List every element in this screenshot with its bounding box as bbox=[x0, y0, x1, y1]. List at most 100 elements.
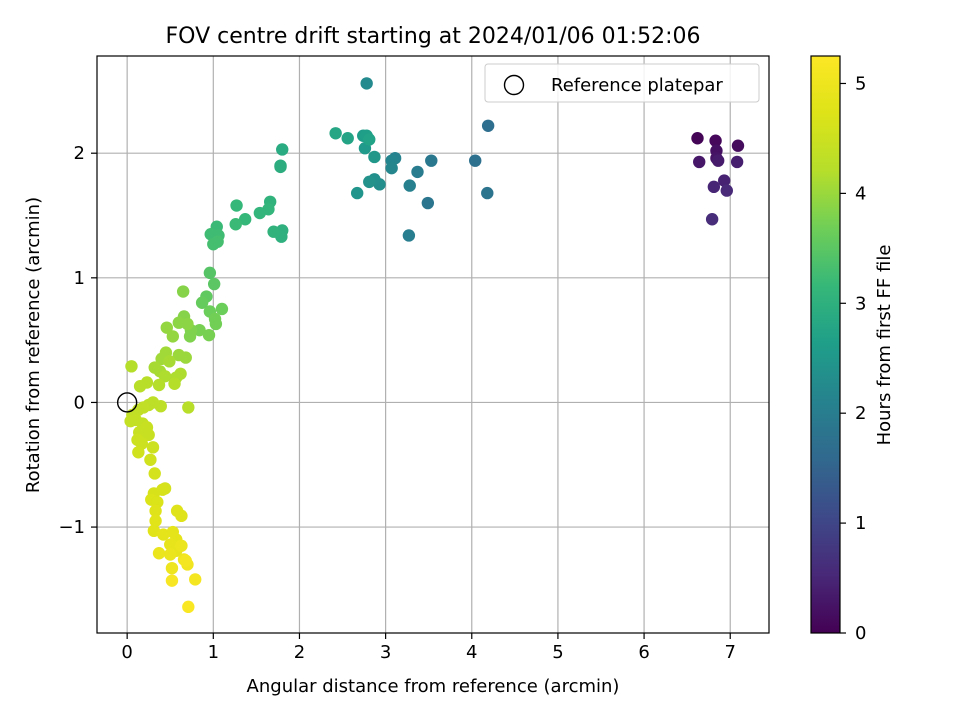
reference-marker bbox=[116, 392, 138, 413]
scatter-point bbox=[158, 370, 172, 383]
scatter-point bbox=[329, 127, 342, 140]
scatter-point bbox=[183, 330, 197, 343]
scatter-point bbox=[163, 355, 176, 368]
chart-title: FOV centre drift starting at 2024/01/06 … bbox=[166, 24, 701, 49]
scatter-point bbox=[691, 132, 704, 145]
scatter-point bbox=[124, 414, 137, 428]
scatter-point bbox=[411, 165, 424, 179]
scatter-point bbox=[215, 302, 229, 316]
y-tick-label: −1 bbox=[58, 517, 85, 538]
scatter-point bbox=[363, 175, 376, 189]
scatter-point bbox=[176, 285, 190, 298]
colorbar-tick-label: 2 bbox=[855, 403, 866, 424]
scatter-point bbox=[705, 213, 719, 226]
scatter-point bbox=[693, 155, 706, 169]
scatter-point bbox=[182, 600, 195, 614]
scatter-point bbox=[209, 317, 223, 331]
scatter-point bbox=[267, 225, 280, 238]
scatter-point bbox=[403, 179, 416, 192]
scatter-point bbox=[148, 467, 161, 480]
scatter-point bbox=[350, 186, 364, 200]
y-tick-label: 0 bbox=[74, 392, 85, 413]
y-ticks: −1 0 1 2 bbox=[58, 143, 97, 538]
scatter-point bbox=[276, 143, 289, 156]
y-tick-label: 2 bbox=[74, 143, 85, 164]
scatter-point bbox=[133, 380, 147, 393]
x-tick-label: 3 bbox=[380, 642, 391, 663]
scatter-point bbox=[168, 377, 181, 390]
scatter-point bbox=[157, 528, 170, 541]
scatter-point bbox=[360, 77, 373, 90]
scatter-point bbox=[165, 574, 179, 587]
scatter-point bbox=[181, 317, 194, 331]
legend-reference-label: Reference platepar bbox=[551, 75, 723, 96]
x-axis-label: Angular distance from reference (arcmin) bbox=[247, 676, 620, 697]
legend: Reference platepar bbox=[484, 63, 760, 103]
scatter-point bbox=[166, 330, 180, 343]
colorbar-tick-label: 4 bbox=[855, 183, 866, 204]
scatter-point bbox=[149, 514, 162, 528]
scatter-point bbox=[730, 155, 744, 169]
scatter-point bbox=[179, 554, 192, 567]
x-tick-label: 4 bbox=[466, 642, 477, 663]
scatter-point bbox=[147, 524, 161, 538]
scatter-point bbox=[193, 323, 206, 337]
x-ticks: 0 1 2 3 4 5 6 7 bbox=[121, 633, 736, 663]
colorbar-tick-label: 5 bbox=[855, 73, 866, 94]
scatter-point bbox=[175, 509, 188, 523]
y-axis-label: Rotation from reference (arcmin) bbox=[23, 197, 44, 493]
scatter-point bbox=[718, 174, 731, 187]
scatter-point bbox=[421, 196, 435, 210]
scatter-point bbox=[207, 237, 220, 251]
scatter-point bbox=[731, 139, 745, 152]
scatter-point bbox=[363, 133, 376, 146]
x-tick-label: 1 bbox=[208, 642, 219, 663]
scatter-point bbox=[230, 199, 243, 212]
scatter-point bbox=[189, 573, 202, 586]
scatter-point bbox=[385, 161, 398, 175]
colorbar: 0 1 2 3 4 5 Hours from first FF file bbox=[810, 55, 895, 644]
grid bbox=[97, 56, 769, 633]
scatter-point bbox=[425, 154, 438, 167]
scatter-point bbox=[469, 154, 482, 167]
scatter-point bbox=[125, 360, 138, 373]
scatter-point bbox=[195, 296, 209, 309]
colorbar-tick-label: 0 bbox=[855, 623, 866, 644]
scatter-point bbox=[179, 351, 192, 364]
scatter-point bbox=[341, 132, 354, 145]
scatter-point bbox=[203, 266, 217, 280]
scatter-point bbox=[709, 134, 722, 147]
scatter-point bbox=[229, 218, 242, 231]
colorbar-tick-label: 1 bbox=[855, 513, 866, 534]
scatter-point bbox=[481, 119, 495, 132]
scatter-point bbox=[274, 160, 287, 174]
colorbar-tick-label: 3 bbox=[855, 293, 866, 314]
y-tick-label: 1 bbox=[74, 268, 85, 289]
scatter-point bbox=[160, 321, 173, 334]
scatter-points bbox=[124, 77, 745, 614]
scatter-point bbox=[142, 428, 155, 442]
colorbar-ticks: 0 1 2 3 4 5 bbox=[840, 73, 866, 644]
x-tick-label: 0 bbox=[121, 642, 132, 663]
colorbar-gradient bbox=[810, 55, 841, 634]
x-tick-label: 2 bbox=[294, 642, 305, 663]
scatter-point bbox=[132, 446, 145, 459]
plot-frame bbox=[96, 55, 770, 634]
scatter-point bbox=[207, 277, 221, 291]
scatter-point bbox=[402, 229, 416, 242]
scatter-point bbox=[707, 180, 721, 194]
scatter-point bbox=[146, 441, 160, 454]
scatter-point bbox=[152, 547, 166, 560]
scatter-point bbox=[711, 154, 725, 167]
legend-box bbox=[484, 63, 760, 103]
x-tick-label: 6 bbox=[638, 642, 649, 663]
scatter-point bbox=[164, 548, 177, 561]
scatter-point bbox=[149, 504, 162, 518]
scatter-point bbox=[144, 453, 157, 466]
scatter-point bbox=[481, 186, 494, 200]
scatter-point bbox=[238, 213, 252, 226]
x-tick-label: 7 bbox=[725, 642, 736, 663]
scatter-point bbox=[720, 184, 733, 197]
scatter-point bbox=[165, 561, 179, 575]
